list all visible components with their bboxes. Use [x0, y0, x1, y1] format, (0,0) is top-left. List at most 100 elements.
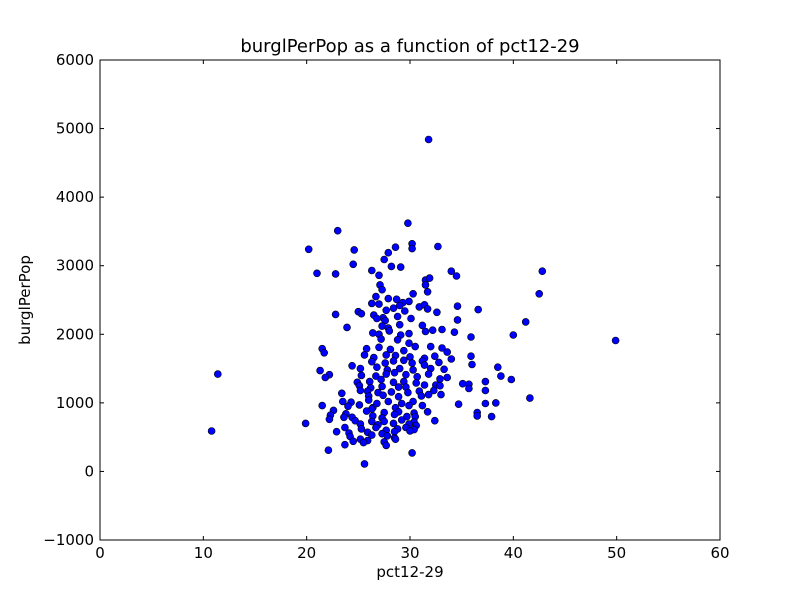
scatter-point [341, 423, 349, 432]
y-tick-label: 4000 [56, 188, 94, 206]
scatter-point [337, 389, 346, 398]
scatter-point [372, 372, 380, 380]
scatter-point [395, 364, 404, 373]
scatter-point [467, 333, 475, 341]
scatter-point [434, 242, 442, 251]
y-tick-label: −1000 [43, 531, 94, 549]
scatter-point [467, 352, 475, 361]
scatter-point [405, 401, 413, 410]
scatter-point [447, 355, 456, 363]
scatter-point [408, 449, 416, 457]
scatter-point [436, 375, 444, 383]
scatter-point [304, 245, 313, 254]
scatter-point [349, 260, 358, 269]
scatter-point [384, 248, 393, 257]
scatter-point [338, 397, 347, 406]
scatter-point [357, 309, 366, 318]
scatter-point [521, 318, 530, 326]
scatter-point [417, 392, 426, 400]
scatter-point [383, 431, 392, 440]
scatter-point [382, 351, 391, 359]
scatter-point [384, 397, 393, 406]
scatter-point [395, 301, 404, 310]
scatter-point [405, 339, 413, 348]
scatter-point [350, 246, 359, 254]
scatter-point [418, 401, 427, 410]
scatter-point [373, 363, 381, 372]
scatter-point [474, 305, 483, 314]
scatter-point [424, 370, 433, 378]
data-points [207, 135, 620, 468]
scatter-point [382, 306, 391, 315]
scatter-point [367, 431, 376, 439]
scatter-point [316, 366, 324, 375]
scatter-point [428, 326, 437, 335]
scatter-point [356, 386, 365, 395]
scatter-point [452, 272, 461, 280]
scatter-point [430, 416, 439, 425]
scatter-point [424, 390, 433, 399]
y-tick-label: 1000 [56, 394, 94, 412]
scatter-point [453, 316, 462, 324]
scatter-point [325, 415, 334, 424]
scatter-point [331, 310, 340, 319]
scatter-point [391, 243, 400, 251]
chart-title: burglPerPop as a function of pct12-29 [240, 36, 579, 57]
scatter-point [393, 312, 402, 321]
scatter-point [214, 370, 222, 378]
scatter-point [404, 219, 412, 227]
scatter-point [389, 304, 398, 313]
scatter-point [344, 402, 352, 411]
scatter-point [332, 427, 341, 436]
scatter-point [420, 361, 429, 369]
scatter-point [425, 274, 434, 282]
scatter-point [411, 342, 420, 351]
scatter-point [379, 391, 387, 400]
scatter-point [360, 351, 369, 359]
scatter-point [481, 377, 490, 386]
scatter-point [392, 295, 401, 304]
scatter-point [389, 378, 398, 387]
y-axis-label: burglPerPop [16, 255, 34, 345]
scatter-point [375, 271, 383, 280]
y-tick-label: 2000 [56, 325, 94, 343]
scatter-point [368, 329, 377, 337]
scatter-point [367, 266, 376, 275]
scatter-point [301, 419, 310, 428]
scatter-point [426, 342, 435, 351]
scatter-point [384, 294, 393, 303]
scatter-point [357, 425, 366, 433]
scatter-point [405, 297, 413, 306]
scatter-point [423, 305, 432, 313]
scatter-point [378, 382, 386, 391]
scatter-point [394, 383, 403, 391]
scatter-point [507, 375, 516, 384]
scatter-point [318, 401, 327, 410]
x-tick-label: 40 [504, 544, 523, 562]
scatter-point [357, 371, 366, 380]
scatter-point [405, 329, 413, 338]
y-tick-label: 0 [84, 462, 94, 480]
scatter-point [421, 327, 430, 336]
scatter-point [340, 413, 348, 422]
scatter-point [393, 335, 402, 344]
scatter-point [413, 372, 422, 381]
scatter-point [207, 427, 216, 435]
scatter-point [387, 388, 396, 396]
scatter-point [320, 348, 329, 357]
scatter-point [436, 381, 444, 390]
plot-frame [99, 59, 721, 541]
x-tick-label: 0 [95, 544, 105, 562]
scatter-point [454, 400, 463, 409]
scatter-point [438, 325, 446, 334]
scatter-point [373, 314, 381, 323]
axis-ticks: 0 10 20 30 40 50 60−10000100020003000400050006… [43, 51, 729, 562]
x-axis-label: pct12-29 [376, 563, 443, 581]
scatter-point [313, 269, 321, 278]
x-tick-label: 50 [607, 544, 626, 562]
scatter-point [382, 370, 391, 378]
scatter-point [378, 285, 386, 294]
x-tick-label: 60 [710, 544, 729, 562]
scatter-point [355, 401, 364, 409]
